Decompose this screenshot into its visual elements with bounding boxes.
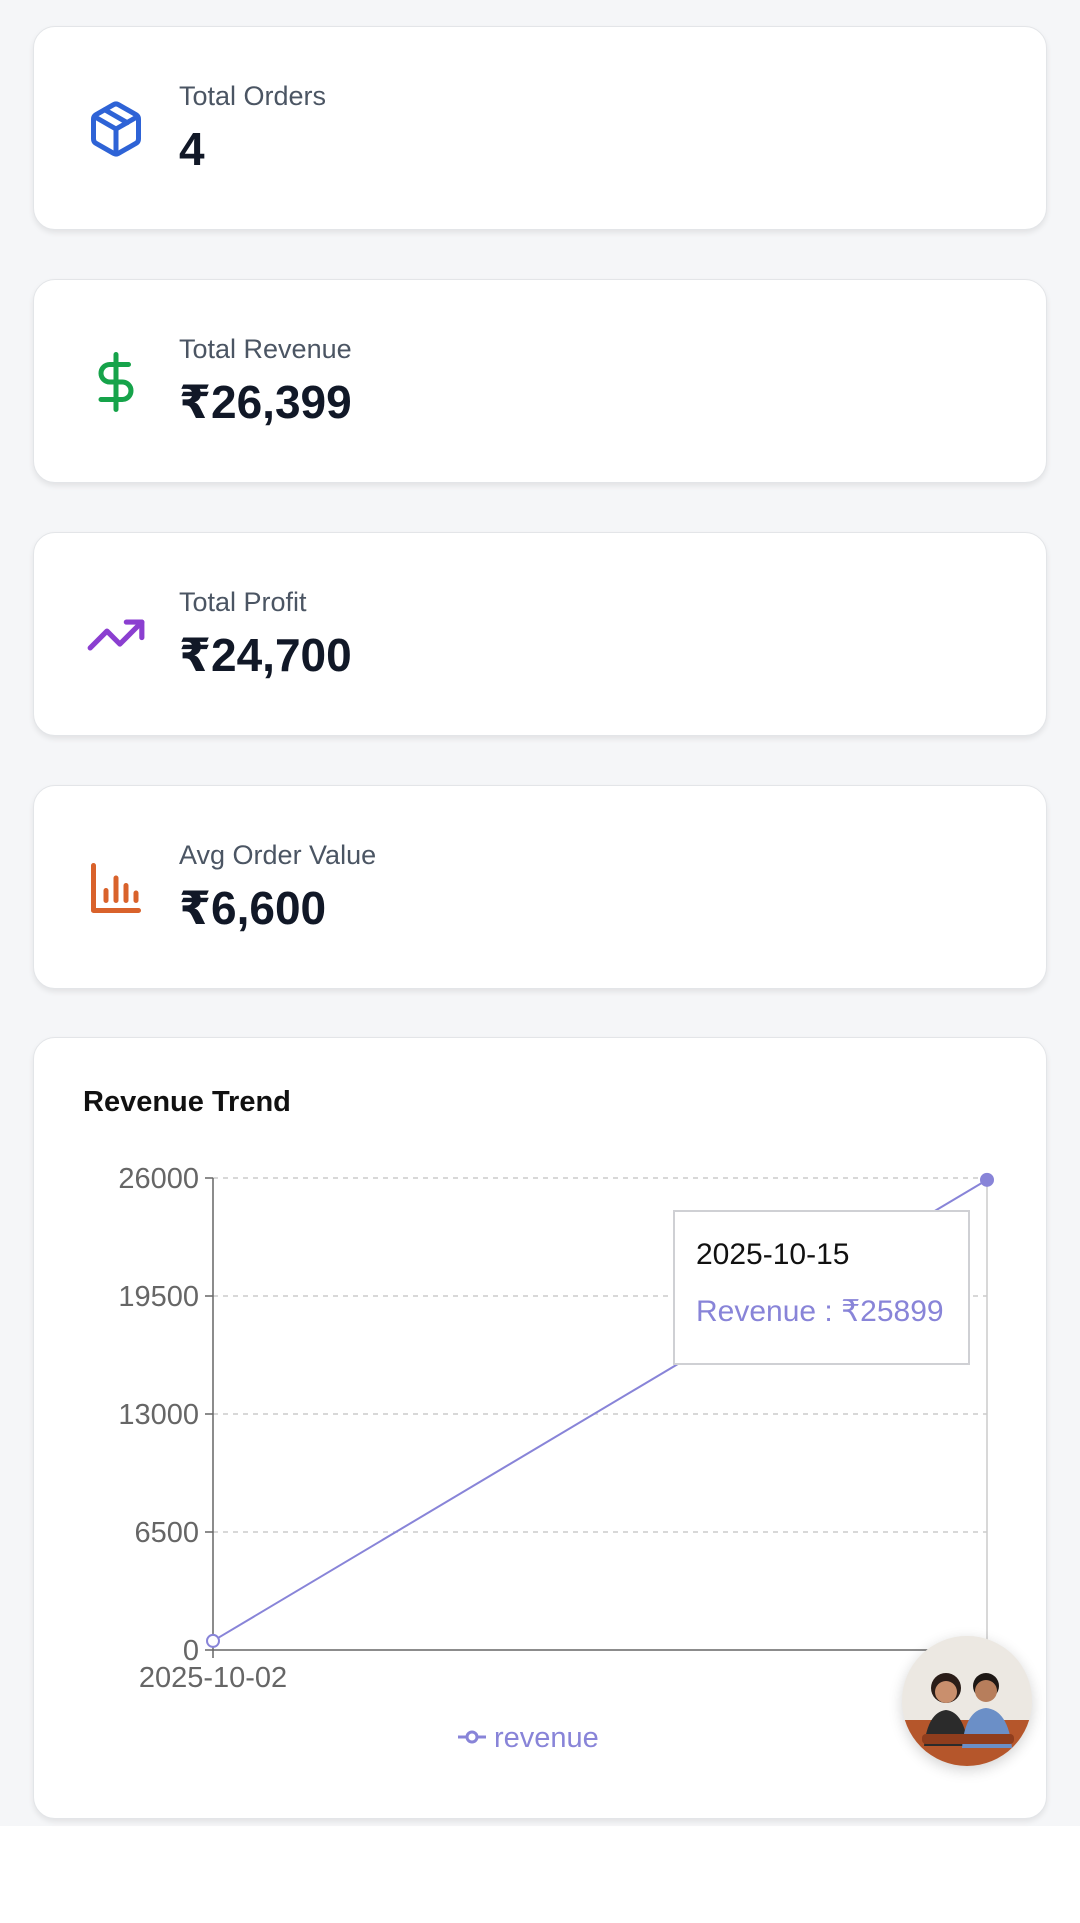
avg-order-value-card: Avg Order Value ₹6,600 — [33, 785, 1047, 989]
total-profit-card: Total Profit ₹24,700 — [33, 532, 1047, 736]
stat-value: 4 — [179, 123, 205, 175]
stat-value: ₹6,600 — [179, 882, 327, 934]
package-icon — [84, 97, 148, 161]
stat-label: Total Revenue — [179, 334, 352, 364]
stat-value: ₹24,700 — [179, 629, 352, 681]
stat-label: Total Profit — [179, 587, 307, 617]
y-tick-label: 26000 — [118, 1163, 199, 1195]
total-orders-card: Total Orders 4 — [33, 26, 1047, 230]
revenue-trend-card: Revenue Trend 0 6500 13000 19500 26000 2025-1… — [33, 1037, 1047, 1819]
bar-chart-icon — [84, 856, 148, 920]
y-tick-label: 6500 — [134, 1517, 199, 1549]
legend-marker-icon — [465, 1730, 479, 1744]
y-tick-label: 13000 — [118, 1399, 199, 1431]
trending-up-icon — [84, 603, 148, 667]
active-data-point — [980, 1172, 994, 1187]
y-tick-label: 19500 — [118, 1281, 199, 1313]
support-avatar-button[interactable] — [902, 1636, 1032, 1766]
stat-value: ₹26,399 — [179, 376, 352, 428]
legend-label: revenue — [494, 1722, 599, 1754]
y-tick-label: 0 — [183, 1635, 199, 1667]
stat-label: Avg Order Value — [179, 840, 377, 870]
total-revenue-card: Total Revenue ₹26,399 — [33, 279, 1047, 483]
tooltip-value: Revenue : ₹25899 — [696, 1295, 944, 1328]
dollar-icon — [84, 350, 148, 414]
data-point — [206, 1633, 220, 1648]
chart-tooltip: 2025-10-15 Revenue : ₹25899 — [673, 1210, 970, 1365]
x-tick-label: 2025-10-02 — [139, 1662, 287, 1694]
stat-label: Total Orders — [179, 81, 327, 111]
tooltip-date: 2025-10-15 — [696, 1238, 850, 1271]
chart-title: Revenue Trend — [83, 1086, 291, 1118]
